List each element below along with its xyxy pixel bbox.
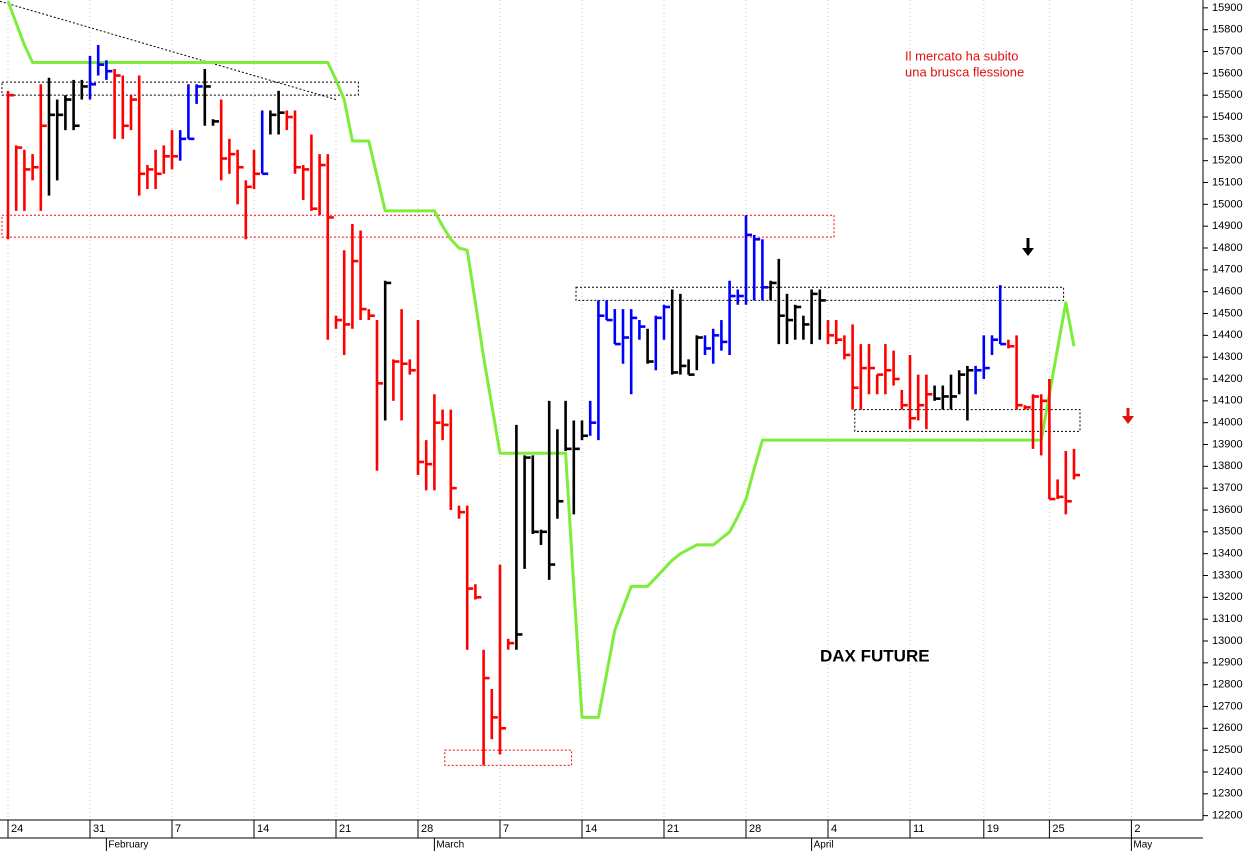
x-tick-label: 14 bbox=[585, 823, 597, 835]
arrow-red bbox=[1122, 408, 1134, 424]
arrow-black bbox=[1022, 238, 1034, 256]
x-tick-label: 4 bbox=[831, 823, 837, 835]
month-label: March bbox=[436, 840, 464, 851]
x-tick-label: 2 bbox=[1134, 823, 1140, 835]
y-tick-label: 15100 bbox=[1212, 176, 1243, 188]
y-tick-label: 13300 bbox=[1212, 569, 1243, 581]
x-tick-label: 28 bbox=[749, 823, 761, 835]
y-tick-label: 12700 bbox=[1212, 700, 1243, 712]
x-tick-label: 7 bbox=[175, 823, 181, 835]
y-tick-label: 15600 bbox=[1212, 67, 1243, 79]
month-label: April bbox=[814, 840, 834, 851]
annotation: una brusca flessione bbox=[905, 64, 1024, 79]
y-tick-label: 12800 bbox=[1212, 679, 1243, 691]
y-tick-label: 15300 bbox=[1212, 133, 1243, 145]
annotation: Il mercato ha subito bbox=[905, 48, 1018, 63]
x-tick-label: 19 bbox=[987, 823, 999, 835]
y-tick-label: 12900 bbox=[1212, 657, 1243, 669]
y-tick-label: 13500 bbox=[1212, 526, 1243, 538]
y-tick-label: 14600 bbox=[1212, 286, 1243, 298]
x-tick-label: 7 bbox=[503, 823, 509, 835]
y-tick-label: 14400 bbox=[1212, 329, 1243, 341]
y-tick-label: 13700 bbox=[1212, 482, 1243, 494]
y-tick-label: 14500 bbox=[1212, 307, 1243, 319]
x-tick-label: 31 bbox=[93, 823, 105, 835]
x-tick-label: 21 bbox=[667, 823, 679, 835]
y-tick-label: 14200 bbox=[1212, 373, 1243, 385]
y-tick-label: 15000 bbox=[1212, 198, 1243, 210]
x-tick-label: 14 bbox=[257, 823, 269, 835]
y-tick-label: 14300 bbox=[1212, 351, 1243, 363]
stop-line bbox=[6, 0, 1076, 719]
zone bbox=[444, 749, 573, 766]
y-tick-label: 14800 bbox=[1212, 242, 1243, 254]
month-label: May bbox=[1133, 840, 1152, 851]
y-tick-label: 14000 bbox=[1212, 417, 1243, 429]
month-label: February bbox=[108, 840, 148, 851]
x-tick-label: 21 bbox=[339, 823, 351, 835]
y-tick-label: 15800 bbox=[1212, 24, 1243, 36]
y-tick-label: 13000 bbox=[1212, 635, 1243, 647]
x-tick-label: 11 bbox=[913, 823, 924, 835]
y-tick-label: 14700 bbox=[1212, 264, 1243, 276]
line-layer bbox=[6, 0, 1076, 719]
y-tick-label: 12500 bbox=[1212, 744, 1243, 756]
y-tick-label: 15700 bbox=[1212, 45, 1243, 57]
bars-layer bbox=[6, 44, 1080, 766]
y-tick-label: 13800 bbox=[1212, 460, 1243, 472]
y-tick-label: 13600 bbox=[1212, 504, 1243, 516]
x-tick-label: 28 bbox=[421, 823, 433, 835]
y-tick-label: 12200 bbox=[1212, 810, 1243, 822]
y-tick-label: 13100 bbox=[1212, 613, 1243, 625]
y-tick-label: 15200 bbox=[1212, 155, 1243, 167]
y-tick-label: 15900 bbox=[1212, 2, 1243, 14]
y-tick-label: 13400 bbox=[1212, 548, 1243, 560]
chart-title: DAX FUTURE bbox=[820, 646, 930, 665]
zone bbox=[1, 81, 359, 96]
y-tick-label: 14100 bbox=[1212, 395, 1243, 407]
x-tick-label: 24 bbox=[11, 823, 23, 835]
y-tick-label: 14900 bbox=[1212, 220, 1243, 232]
y-tick-label: 12300 bbox=[1212, 788, 1243, 800]
y-tick-label: 12600 bbox=[1212, 722, 1243, 734]
y-tick-label: 12400 bbox=[1212, 766, 1243, 778]
zone bbox=[1, 214, 835, 238]
y-tick-label: 15400 bbox=[1212, 111, 1243, 123]
y-tick-label: 13900 bbox=[1212, 438, 1243, 450]
y-tick-label: 15500 bbox=[1212, 89, 1243, 101]
y-tick-label: 13200 bbox=[1212, 591, 1243, 603]
x-tick-label: 25 bbox=[1052, 823, 1064, 835]
